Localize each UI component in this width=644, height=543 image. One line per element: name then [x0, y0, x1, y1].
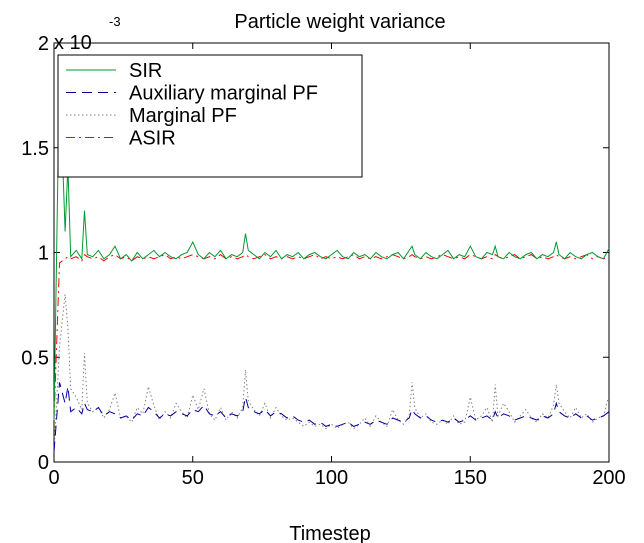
- y-tick-label: 0: [38, 452, 49, 474]
- x-axis-label: Timestep: [289, 523, 371, 543]
- legend-label: SIR: [129, 60, 162, 82]
- x-tick-label: 200: [592, 467, 625, 489]
- series-line-marginal-pf: [53, 294, 610, 452]
- series-line-sir: [53, 70, 610, 421]
- series-line-auxiliary-marginal-pf: [53, 382, 610, 452]
- x-tick-label: 0: [48, 467, 59, 489]
- y-tick-label: 1.5: [21, 138, 49, 160]
- x-axis-ticks: 0 50 100 150 200: [48, 43, 626, 489]
- legend-label: Marginal PF: [129, 105, 237, 127]
- legend-label: ASIR: [129, 128, 176, 150]
- series-line-asir: [53, 253, 610, 421]
- y-tick-label: 1: [38, 243, 49, 265]
- x-tick-label: 150: [454, 467, 487, 489]
- y-tick-label: 2: [38, 33, 49, 55]
- x-tick-label: 100: [315, 467, 348, 489]
- y-axis-exponent-power: -3: [109, 14, 121, 29]
- y-axis-exponent: x 10 -3: [54, 14, 121, 54]
- legend-label: Auxiliary marginal PF: [129, 83, 318, 105]
- x-tick-label: 50: [182, 467, 204, 489]
- y-tick-label: 0.5: [21, 347, 49, 369]
- chart-title: Particle weight variance: [234, 11, 445, 33]
- y-axis-ticks: 0 0.5 1 1.5 2: [21, 33, 609, 474]
- series-lines: [53, 70, 610, 452]
- legend-box: [57, 54, 363, 178]
